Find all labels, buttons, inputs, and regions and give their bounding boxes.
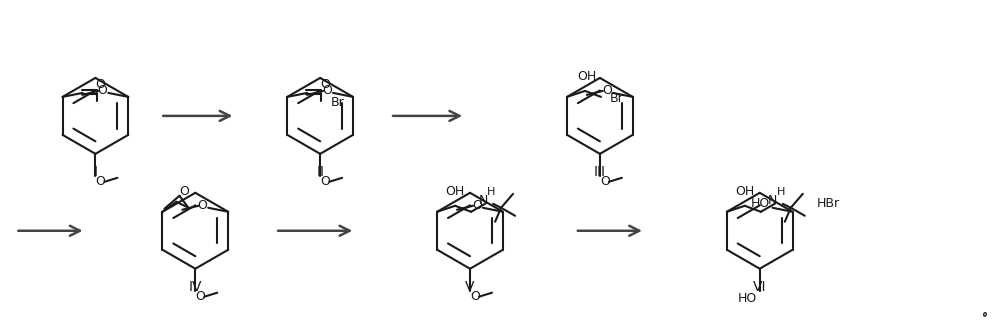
Text: O: O: [197, 199, 207, 212]
Text: °: °: [982, 313, 987, 323]
Text: O: O: [470, 290, 480, 303]
Text: III: III: [594, 165, 606, 179]
Text: O: O: [320, 79, 330, 91]
Text: OH: OH: [446, 185, 465, 198]
Text: N: N: [478, 194, 488, 207]
Text: HBr: HBr: [817, 197, 840, 210]
Text: I: I: [93, 165, 97, 179]
Text: IV: IV: [189, 280, 202, 294]
Text: H: H: [777, 187, 785, 197]
Text: O: O: [97, 84, 107, 97]
Text: O: O: [96, 79, 105, 91]
Text: HO: HO: [751, 197, 770, 210]
Text: VI: VI: [753, 280, 766, 294]
Text: O: O: [95, 175, 105, 188]
Text: Br: Br: [610, 92, 624, 105]
Text: °: °: [981, 311, 988, 324]
Text: O: O: [320, 175, 330, 188]
Text: V: V: [465, 280, 475, 294]
Text: O: O: [600, 175, 610, 188]
Text: H: H: [487, 187, 495, 197]
Text: O: O: [602, 84, 612, 97]
Text: O: O: [472, 199, 482, 212]
Text: OH: OH: [735, 185, 754, 198]
Text: O: O: [322, 84, 332, 97]
Text: N: N: [768, 194, 777, 207]
Text: II: II: [316, 165, 324, 179]
Text: O: O: [179, 185, 189, 198]
Text: HO: HO: [738, 292, 757, 305]
Text: OH: OH: [577, 70, 597, 83]
Text: Br: Br: [330, 96, 344, 110]
Text: O: O: [195, 290, 205, 303]
